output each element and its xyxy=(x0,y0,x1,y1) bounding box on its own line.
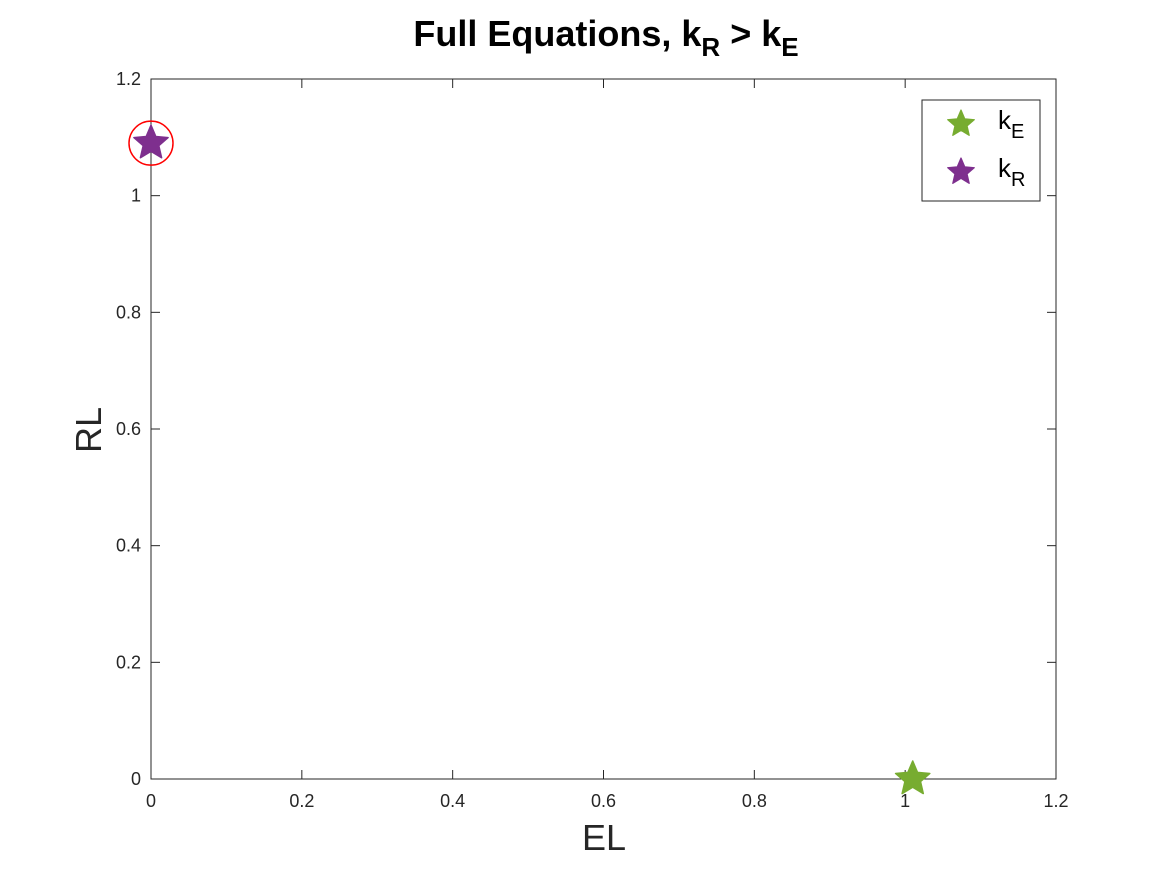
legend-label-r: kR xyxy=(998,153,1025,191)
y-tick-label: 0.8 xyxy=(116,302,141,322)
y-axis-label: RL xyxy=(68,407,109,453)
x-axis-label: EL xyxy=(582,817,626,858)
y-tick-label: 0 xyxy=(131,769,141,789)
legend-marker-e xyxy=(947,109,975,136)
x-tick-label: 0.8 xyxy=(742,791,767,811)
y-axis: 0 0.2 0.4 0.6 0.8 1 1.2 xyxy=(116,69,1056,789)
title-subscript-e: E xyxy=(781,32,798,62)
legend-label-e: kE xyxy=(998,105,1024,143)
y-tick-label: 1.2 xyxy=(116,69,141,89)
y-tick-label: 0.4 xyxy=(116,536,141,556)
x-tick-label: 1 xyxy=(900,791,910,811)
plot-area xyxy=(128,120,931,795)
x-axis: 0 0.2 0.4 0.6 0.8 1 1.2 xyxy=(146,79,1069,811)
chart-title: Full Equations, kR > kE xyxy=(413,13,798,62)
data-point-e xyxy=(894,760,931,795)
y-tick-label: 0.2 xyxy=(116,652,141,672)
x-tick-label: 0.4 xyxy=(440,791,465,811)
highlight-circle xyxy=(128,120,174,166)
x-tick-label: 0.6 xyxy=(591,791,616,811)
legend-box xyxy=(921,99,1041,202)
x-tick-label: 1.2 xyxy=(1043,791,1068,811)
data-point-r xyxy=(133,124,169,159)
title-main: Full Equations, k xyxy=(413,13,702,54)
title-middle: > k xyxy=(720,13,782,54)
x-tick-label: 0.2 xyxy=(289,791,314,811)
y-tick-label: 0.6 xyxy=(116,419,141,439)
title-subscript-r: R xyxy=(701,32,720,62)
x-tick-label: 0 xyxy=(146,791,156,811)
legend-marker-r xyxy=(947,157,975,184)
y-tick-label: 1 xyxy=(131,186,141,206)
legend: kE kR xyxy=(921,99,1041,202)
axes-frame xyxy=(150,78,1057,780)
